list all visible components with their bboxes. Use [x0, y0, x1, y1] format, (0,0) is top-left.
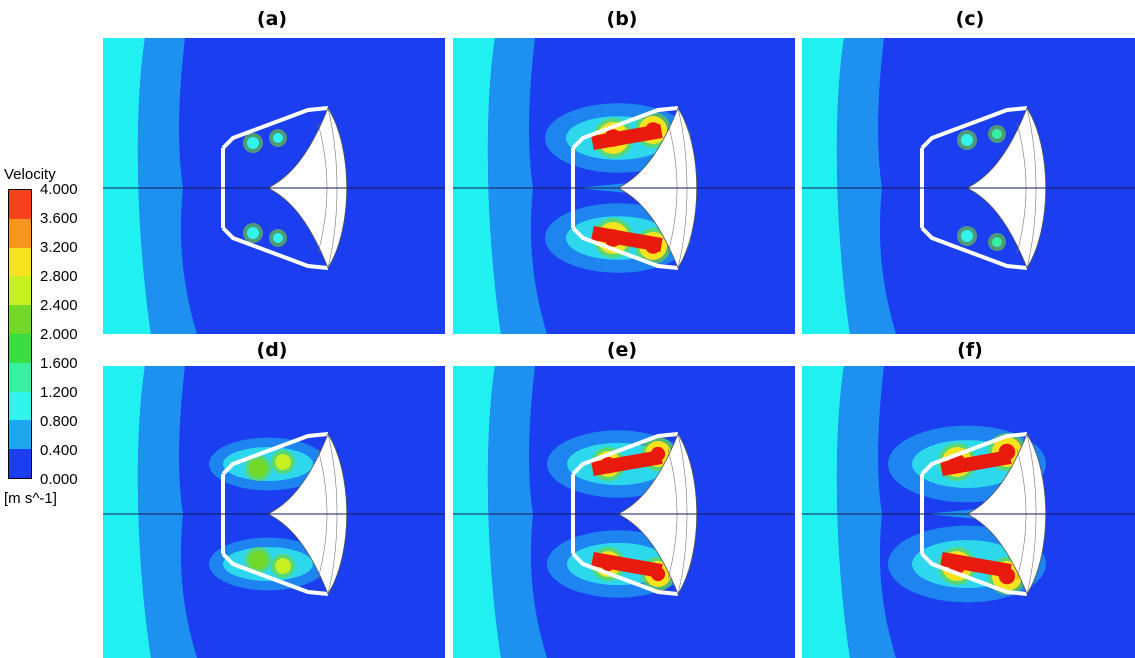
- far-field-band: [802, 38, 850, 334]
- legend-swatch: [9, 449, 31, 479]
- legend-color-bar: [8, 189, 32, 479]
- legend-tick-label: 4.000: [40, 181, 78, 198]
- contour-plot: [103, 38, 445, 334]
- far-field-band: [802, 366, 850, 658]
- legend-swatch: [9, 190, 31, 220]
- panel-label-b: (b): [606, 8, 638, 30]
- panel-label-e: (e): [606, 339, 638, 361]
- legend-units: [m s^-1]: [4, 490, 57, 507]
- hotspots: [243, 129, 287, 247]
- contour-panel-c: [802, 38, 1135, 334]
- legend-tick-label: 0.800: [40, 413, 78, 430]
- mid-field-band: [487, 366, 547, 658]
- legend-tick-label: 1.600: [40, 355, 78, 372]
- contour-panel-a: [103, 38, 445, 334]
- contour-plot: [453, 38, 795, 334]
- legend-tick-label: 2.400: [40, 297, 78, 314]
- upper-jet: [940, 450, 1012, 476]
- contour-panel-d: [103, 366, 445, 658]
- lower-jet: [591, 552, 663, 578]
- far-field-band: [453, 38, 501, 334]
- legend-swatch: [9, 420, 31, 450]
- legend-tick-label: 0.400: [40, 442, 78, 459]
- panel-label-f: (f): [957, 339, 983, 361]
- legend-swatch: [9, 391, 31, 421]
- far-field-band: [103, 38, 151, 334]
- legend-tick-label: 2.800: [40, 268, 78, 285]
- upper-jet: [591, 450, 663, 476]
- legend-swatch: [9, 334, 31, 364]
- mid-field-band: [836, 366, 896, 658]
- legend-swatch: [9, 247, 31, 277]
- contour-panel-b: [453, 38, 795, 334]
- legend-swatch: [9, 305, 31, 335]
- legend-tick-label: 3.200: [40, 239, 78, 256]
- lower-jet: [591, 226, 663, 252]
- mid-field-band: [137, 366, 197, 658]
- legend-title: Velocity: [4, 166, 56, 183]
- mid-field-band: [836, 38, 896, 334]
- contour-panel-e: [453, 366, 795, 658]
- legend-swatch: [9, 362, 31, 393]
- hotspots: [245, 450, 295, 578]
- far-field-band: [103, 366, 151, 658]
- upper-jet: [591, 124, 663, 150]
- legend-swatch: [9, 276, 31, 306]
- panel-label-a: (a): [256, 8, 288, 30]
- legend-swatch: [9, 218, 31, 249]
- contour-panel-f: [802, 366, 1135, 658]
- legend-tick-label: 3.600: [40, 210, 78, 227]
- far-field-band: [453, 366, 501, 658]
- hotspots: [957, 125, 1006, 251]
- legend-tick-label: 1.200: [40, 384, 78, 401]
- contour-plot: [453, 366, 795, 658]
- legend-tick-label: 2.000: [40, 326, 78, 343]
- lower-jet: [940, 552, 1012, 578]
- mid-field-band: [137, 38, 197, 334]
- hotspots: [591, 437, 675, 591]
- mid-field-band: [487, 38, 547, 334]
- contour-plot: [802, 38, 1135, 334]
- contour-plot: [802, 366, 1135, 658]
- contour-plot: [103, 366, 445, 658]
- panel-label-d: (d): [256, 339, 288, 361]
- hotspots: [591, 112, 671, 264]
- legend-tick-label: 0.000: [40, 471, 78, 488]
- panel-label-c: (c): [955, 8, 985, 30]
